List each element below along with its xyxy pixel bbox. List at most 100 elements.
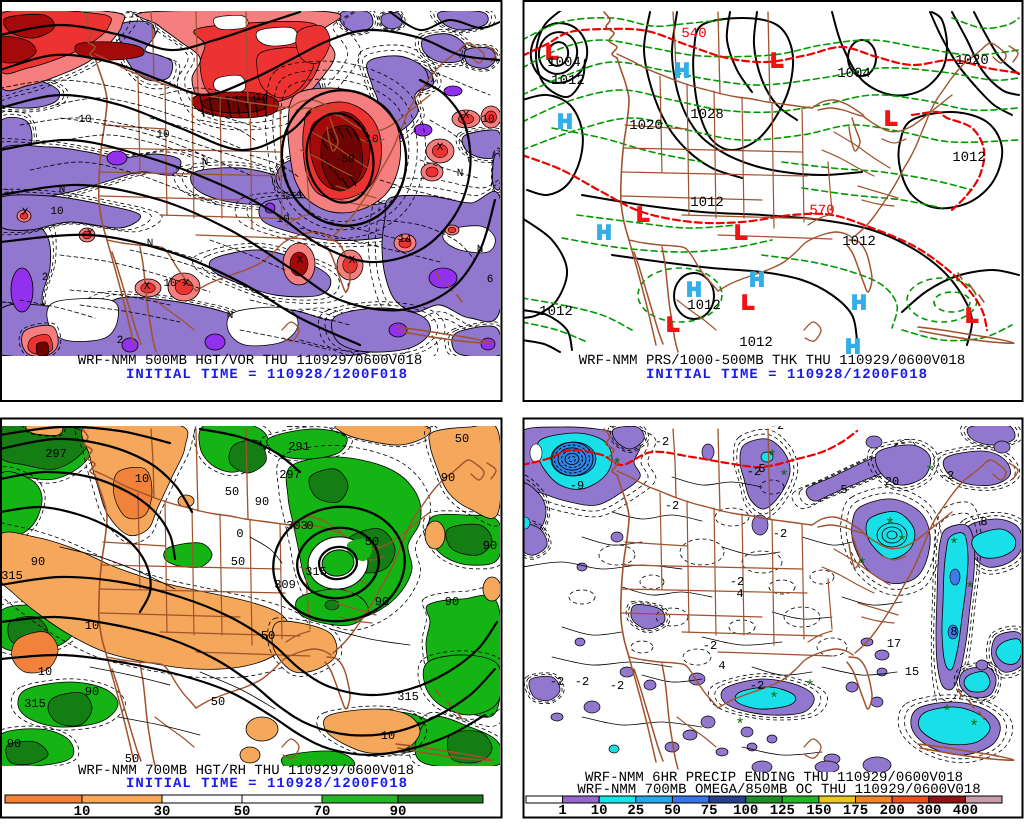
svg-text:14: 14: [398, 234, 412, 246]
svg-text:-2: -2: [747, 465, 761, 479]
svg-text:175: 175: [843, 803, 868, 819]
svg-text:5: 5: [840, 483, 847, 497]
svg-text:H: H: [846, 336, 860, 358]
svg-text:-2: -2: [730, 575, 744, 589]
svg-text:L: L: [546, 42, 558, 64]
svg-text:X: X: [22, 207, 29, 219]
svg-text:0: 0: [236, 527, 243, 541]
svg-text:291: 291: [288, 440, 310, 454]
svg-text:WRF-NMM 500MB HGT/VOR THU 1109: WRF-NMM 500MB HGT/VOR THU 110929/0600V01…: [78, 353, 422, 369]
svg-text:L: L: [742, 292, 754, 314]
svg-text:90: 90: [375, 595, 389, 609]
svg-text:-9: -9: [570, 479, 584, 493]
svg-text:*: *: [897, 533, 907, 551]
svg-text:90: 90: [445, 595, 459, 609]
svg-text:50: 50: [455, 432, 469, 446]
svg-text:90: 90: [441, 471, 455, 485]
svg-text:10: 10: [156, 129, 169, 141]
svg-text:315: 315: [1, 569, 23, 583]
svg-text:540: 540: [681, 26, 706, 42]
svg-text:-2: -2: [655, 435, 669, 449]
svg-text:*: *: [612, 456, 622, 474]
svg-text:570: 570: [809, 203, 834, 219]
svg-text:X: X: [297, 255, 304, 267]
svg-text:L: L: [667, 314, 679, 336]
svg-text:N: N: [477, 244, 484, 256]
svg-text:315: 315: [397, 690, 419, 704]
svg-text:75: 75: [701, 803, 718, 819]
svg-text:25: 25: [627, 803, 644, 819]
svg-text:H: H: [597, 222, 611, 244]
svg-text:6: 6: [487, 274, 494, 286]
svg-text:10: 10: [591, 803, 608, 819]
svg-text:H: H: [852, 292, 866, 314]
svg-text:1: 1: [297, 190, 304, 202]
svg-text:X: X: [87, 228, 94, 240]
svg-text:10: 10: [276, 214, 289, 226]
svg-text:2: 2: [117, 335, 124, 347]
svg-text:*: *: [885, 516, 895, 534]
svg-text:100: 100: [733, 803, 758, 819]
svg-text:10: 10: [135, 472, 149, 486]
svg-text:WRF-NMM 700MB OMEGA/850MB OC T: WRF-NMM 700MB OMEGA/850MB OC THU 110929/…: [577, 782, 980, 798]
svg-text:-2: -2: [610, 679, 624, 693]
svg-text:300: 300: [916, 803, 941, 819]
svg-text:-2: -2: [770, 419, 784, 433]
svg-text:*: *: [735, 716, 745, 734]
svg-text:4: 4: [718, 659, 725, 673]
svg-text:-2: -2: [703, 639, 717, 653]
svg-text:10: 10: [78, 114, 91, 126]
svg-text:-2: -2: [550, 675, 564, 689]
svg-text:N: N: [147, 238, 154, 250]
svg-text:H: H: [750, 269, 764, 291]
svg-text:309: 309: [274, 578, 296, 592]
svg-text:1012: 1012: [539, 304, 573, 320]
svg-text:WRF-NMM PRS/1000-500MB THK THU: WRF-NMM PRS/1000-500MB THK THU 110929/06…: [579, 353, 965, 369]
svg-text:*: *: [965, 580, 975, 598]
svg-text:H: H: [558, 111, 572, 133]
svg-text:90: 90: [31, 555, 45, 569]
svg-text:17: 17: [887, 637, 901, 651]
svg-text:*: *: [969, 718, 979, 736]
svg-text:50: 50: [261, 629, 275, 643]
svg-text:H: H: [675, 60, 689, 82]
svg-text:50: 50: [125, 752, 139, 766]
svg-text:50: 50: [211, 695, 225, 709]
svg-text:90: 90: [85, 685, 99, 699]
svg-text:10: 10: [365, 134, 378, 146]
svg-text:L: L: [885, 108, 897, 130]
svg-text:297: 297: [45, 447, 67, 461]
svg-text:0: 0: [306, 519, 313, 533]
svg-text:297: 297: [279, 468, 301, 482]
svg-text:*: *: [805, 678, 815, 696]
svg-text:1004: 1004: [837, 66, 871, 82]
svg-text:315: 315: [305, 565, 327, 579]
svg-text:70: 70: [314, 804, 331, 819]
svg-text:-2: -2: [773, 527, 787, 541]
svg-text:50: 50: [234, 804, 251, 819]
svg-text:8: 8: [950, 625, 957, 639]
svg-text:L: L: [735, 222, 747, 244]
svg-text:90: 90: [390, 804, 407, 819]
svg-text:INITIAL TIME = 110928/1200F018: INITIAL TIME = 110928/1200F018: [646, 367, 928, 383]
svg-text:400: 400: [953, 803, 978, 819]
svg-text:*: *: [857, 556, 867, 574]
svg-text:X: X: [437, 142, 444, 154]
svg-text:1020: 1020: [629, 118, 663, 134]
svg-text:N: N: [59, 184, 66, 196]
svg-text:90: 90: [255, 495, 269, 509]
svg-text:30: 30: [154, 804, 171, 819]
svg-text:8: 8: [980, 515, 987, 529]
svg-text:200: 200: [880, 803, 905, 819]
svg-text:*: *: [942, 703, 952, 721]
svg-text:303: 303: [286, 519, 308, 533]
svg-text:10: 10: [381, 729, 395, 743]
svg-text:1012: 1012: [551, 73, 585, 89]
svg-text:L: L: [637, 204, 649, 226]
svg-text:N: N: [457, 168, 464, 180]
svg-text:INITIAL TIME = 110928/1200F018: INITIAL TIME = 110928/1200F018: [126, 776, 408, 792]
svg-text:10: 10: [163, 278, 176, 290]
svg-text:285: 285: [286, 417, 308, 431]
svg-text:10: 10: [74, 804, 91, 819]
svg-text:50: 50: [225, 485, 239, 499]
